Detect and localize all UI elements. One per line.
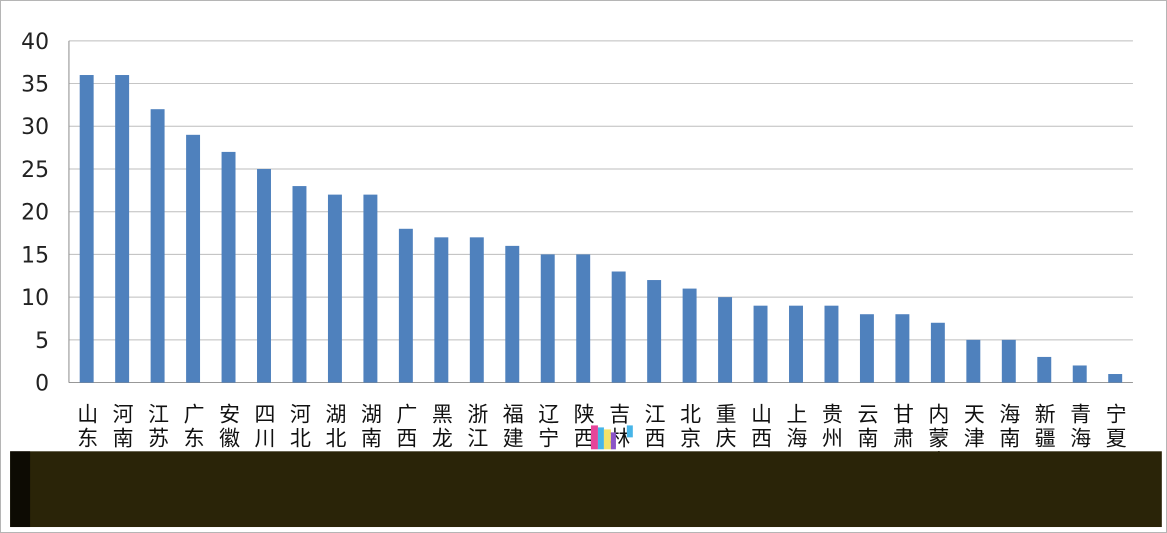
- bar: [682, 288, 697, 383]
- x-category-label: 甘肃: [893, 402, 914, 450]
- x-category-label: 河北: [290, 402, 311, 450]
- bar: [115, 75, 130, 383]
- bar: [647, 280, 662, 383]
- bar: [363, 194, 378, 383]
- bar: [789, 305, 803, 383]
- x-category-label: 贵州: [822, 402, 843, 450]
- x-category-label: 浙江: [467, 402, 488, 450]
- x-category-label: 新疆: [1035, 402, 1056, 450]
- y-axis-tick-labels: 0 5 10 15 20 25 30 35 40: [21, 30, 49, 397]
- x-category-label: 湖北: [325, 402, 346, 450]
- x-category-label: 山西: [751, 402, 772, 450]
- y-tick-label: 35: [21, 73, 49, 98]
- bar: [966, 339, 981, 383]
- bar: [1108, 374, 1123, 383]
- bar: [824, 305, 839, 383]
- x-category-label: 山东: [77, 402, 98, 450]
- y-tick-label: 40: [21, 30, 49, 55]
- x-category-label: 江西: [645, 402, 666, 450]
- x-category-label: 上海: [787, 402, 808, 450]
- x-category-label: 湖南: [361, 402, 382, 450]
- bar: [1001, 339, 1016, 383]
- bar: [859, 314, 874, 383]
- bar: [505, 245, 520, 383]
- x-category-label: 河南: [113, 402, 134, 450]
- x-category-label: 宁夏: [1106, 402, 1127, 450]
- bar: [327, 194, 342, 383]
- bar: [150, 109, 165, 383]
- bar: [1072, 365, 1087, 383]
- bar-series: [79, 75, 1123, 383]
- bar: [469, 237, 484, 383]
- x-category-label: 重庆: [716, 402, 737, 450]
- x-category-label: 安徽: [219, 402, 240, 450]
- bar: [611, 271, 626, 383]
- x-category-label: 陕西: [574, 402, 595, 450]
- bar: [540, 254, 555, 383]
- bar: [186, 134, 201, 383]
- scan-artifact-glitch: [590, 425, 633, 450]
- x-category-label: 福建: [503, 402, 524, 450]
- y-tick-label: 25: [21, 158, 49, 183]
- bar: [292, 186, 307, 383]
- y-tick-label: 0: [35, 372, 49, 397]
- x-category-label: 天津: [964, 402, 985, 450]
- bar: [930, 322, 945, 383]
- y-tick-label: 15: [21, 243, 49, 268]
- bar: [576, 254, 591, 383]
- x-category-label: 江苏: [148, 402, 169, 450]
- x-axis-category-labels: 山东河南江苏广东安徽四川河北湖北湖南广西黑龙江浙江福建辽宁陕西吉林江西北京重庆山…: [77, 402, 1127, 474]
- bar: [221, 151, 236, 383]
- x-category-label: 广东: [184, 402, 205, 450]
- scan-artifact-edge: [10, 451, 31, 528]
- y-tick-label: 30: [21, 115, 49, 140]
- x-category-label: 北京: [680, 402, 701, 450]
- x-category-label: 云南: [857, 402, 878, 450]
- scan-artifact-band: [10, 451, 1162, 528]
- bar: [398, 228, 413, 383]
- y-tick-label: 5: [35, 329, 49, 354]
- x-category-label: 四川: [255, 402, 276, 450]
- y-tick-label: 20: [21, 201, 49, 226]
- x-category-label: 广西: [396, 402, 417, 450]
- y-tick-label: 10: [21, 286, 49, 311]
- x-category-label: 青海: [1070, 402, 1091, 450]
- bar: [79, 75, 94, 383]
- bar: [718, 297, 733, 383]
- x-category-label: 海南: [999, 402, 1020, 450]
- x-category-label: 辽宁: [538, 402, 559, 450]
- bar: [434, 237, 449, 383]
- bar: [895, 314, 910, 383]
- bar: [1037, 356, 1052, 383]
- bar: [753, 305, 768, 383]
- bar: [257, 168, 271, 383]
- y-gridlines: [68, 40, 1133, 384]
